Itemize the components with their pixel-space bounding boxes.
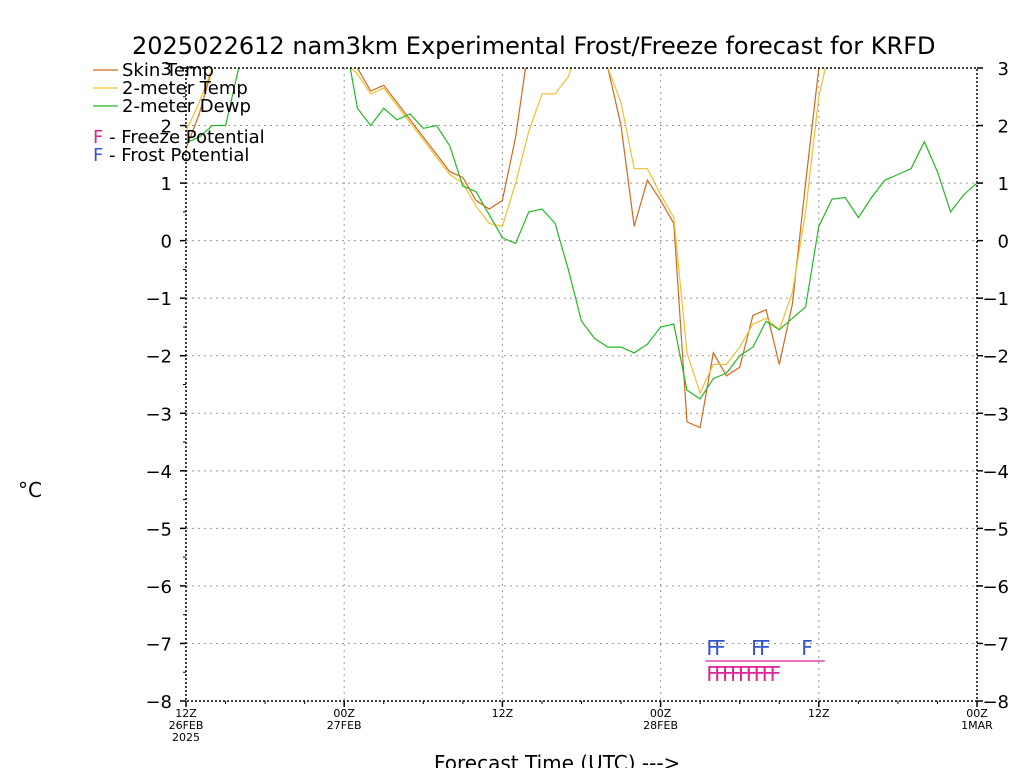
- y-tick-label-right: −4: [982, 462, 1009, 483]
- y-tick-label-left: −6: [145, 577, 172, 598]
- y-tick-label-left: 0: [161, 232, 172, 253]
- y-tick-label-right: 3: [998, 59, 1009, 80]
- x-tick-label: 2025: [172, 731, 200, 744]
- freeze-marker: F: [746, 662, 758, 686]
- freeze-marker: F: [770, 662, 782, 686]
- y-tick-label-right: −5: [982, 519, 1009, 540]
- freeze-marker: F: [714, 662, 726, 686]
- freeze-marker: F: [754, 662, 766, 686]
- y-tick-label-left: 1: [161, 174, 172, 195]
- series-lines: [186, 68, 977, 429]
- y-tick-label-left: −8: [145, 692, 172, 713]
- y-tick-label-left: −1: [145, 289, 172, 310]
- freeze-marker: F: [706, 662, 718, 686]
- y-tick-label-left: −7: [145, 634, 172, 655]
- y-tick-label-right: −1: [982, 289, 1009, 310]
- y-tick-label-left: 3: [161, 59, 172, 80]
- x-tick-label: 00Z: [650, 707, 672, 720]
- y-tick-label-left: 2: [161, 117, 172, 138]
- series-line-2: [186, 68, 827, 395]
- y-tick-label-right: 1: [998, 174, 1009, 195]
- y-tick-label-left: −3: [145, 404, 172, 425]
- series-line-3: [186, 68, 977, 400]
- frost-marker: F: [714, 636, 726, 660]
- plot-frame: [185, 67, 978, 702]
- y-tick-label-left: −4: [145, 462, 172, 483]
- y-tick-label-right: −6: [982, 577, 1009, 598]
- frost-marker: F: [706, 636, 718, 660]
- y-tick-label-right: −2: [982, 347, 1009, 368]
- frost-marker: F: [801, 636, 813, 660]
- frost-marker: F: [751, 636, 763, 660]
- legend-label: 2-meter Temp: [122, 78, 248, 99]
- y-tick-label-right: −7: [982, 634, 1009, 655]
- x-tick-label: 1MAR: [961, 719, 993, 732]
- freeze-marker: F: [762, 662, 774, 686]
- y-tick-label-left: −5: [145, 519, 172, 540]
- legend-frost-potential: F - Frost Potential: [93, 145, 249, 166]
- y-tick-label-right: 0: [998, 232, 1009, 253]
- x-tick-label: 00Z: [333, 707, 355, 720]
- x-axis-label: Forecast Time (UTC) --->: [434, 751, 680, 768]
- x-tick-label: 00Z: [966, 707, 988, 720]
- y-tick-label-left: −2: [145, 347, 172, 368]
- x-tick-label: 26FEB: [169, 719, 204, 732]
- grid: [186, 68, 977, 701]
- x-tick-label: 12Z: [492, 707, 514, 720]
- freeze-marker: F: [738, 662, 750, 686]
- y-tick-label-right: −8: [982, 692, 1009, 713]
- axes: −8 −8 −7 −7 −6 −6 −5 −5 −4 −4 −3 −3 −2 −2 −1 −1 0 0 1 1 2 2 3 3…: [145, 59, 1009, 744]
- frost-marker: F: [759, 636, 771, 660]
- freeze-marker: F: [730, 662, 742, 686]
- chart-title: 2025022612 nam3km Experimental Frost/Fre…: [132, 32, 935, 60]
- legend-label: 2-meter Dewp: [122, 96, 251, 117]
- legend-label: Skin Temp: [122, 60, 214, 81]
- x-tick-label: 27FEB: [327, 719, 362, 732]
- y-axis-label: °C: [18, 478, 42, 502]
- freeze-marker: F: [722, 662, 734, 686]
- y-tick-label-right: 2: [998, 117, 1009, 138]
- x-tick-label: 12Z: [808, 707, 830, 720]
- series-line-1: [186, 68, 820, 429]
- x-tick-label: 12Z: [175, 707, 197, 720]
- x-tick-label: 28FEB: [643, 719, 678, 732]
- legend-freeze-potential: F - Freeze Potential: [93, 127, 265, 148]
- y-tick-label-right: −3: [982, 404, 1009, 425]
